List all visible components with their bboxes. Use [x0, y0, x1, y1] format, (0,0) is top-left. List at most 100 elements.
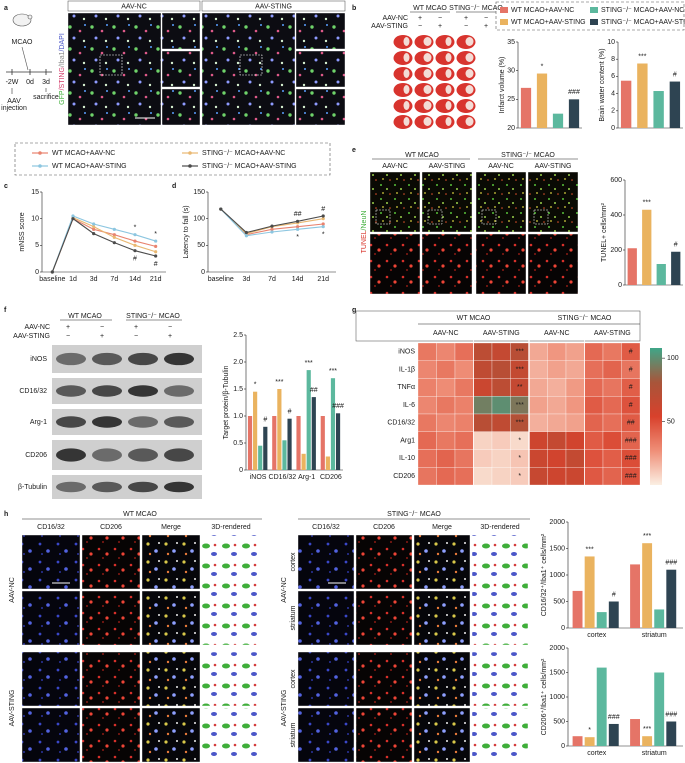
group-header: WT MCAO — [123, 511, 157, 518]
heat-cell — [473, 431, 493, 450]
bar — [572, 736, 583, 746]
heat-cell — [454, 431, 474, 450]
x-tick-label: 7d — [110, 276, 118, 283]
group-header: WT MCAO — [68, 313, 102, 320]
infarct-area — [445, 101, 452, 110]
heat-cell — [602, 378, 622, 397]
sign: + — [134, 324, 138, 331]
inset — [161, 88, 201, 126]
bar — [666, 569, 677, 628]
group-header: WT MCAO — [413, 5, 447, 12]
significance: * — [322, 232, 325, 239]
heat-cell — [602, 431, 622, 450]
text-part: TUNEL — [361, 230, 368, 253]
heat-cell — [436, 396, 456, 415]
bar — [596, 667, 607, 746]
timeline-label: 0d — [26, 79, 34, 86]
row-label: IL-1β — [399, 366, 415, 373]
panel-letter: g — [352, 307, 356, 314]
significance: *** — [305, 360, 313, 367]
infarct-area — [403, 53, 410, 62]
inset — [295, 88, 346, 126]
y-tick-label: 0 — [35, 269, 39, 276]
heat-cell — [491, 396, 511, 415]
brain-slice — [393, 115, 413, 129]
legend-label: WT MCAO+AAV-STING — [511, 19, 586, 26]
point — [270, 230, 274, 234]
significance: *** — [329, 368, 337, 375]
group-header-box — [201, 0, 346, 12]
text-part: /DAPI — [59, 33, 66, 51]
significance: # — [263, 417, 267, 424]
y-axis-label: Brain water content (%) — [599, 48, 606, 121]
point — [321, 225, 325, 229]
heat-cell — [547, 396, 567, 415]
y-tick-label: 35 — [507, 39, 515, 46]
column-header: AAV-NC — [382, 163, 408, 170]
region-label: cortex — [290, 552, 297, 572]
bar — [608, 601, 619, 628]
point — [219, 207, 223, 211]
heat-cell — [602, 413, 622, 432]
y-axis-label: Infarct volume (%) — [499, 57, 506, 114]
x-tick-label: striatum — [642, 632, 667, 639]
micrograph — [297, 590, 355, 646]
brain-slice — [435, 99, 455, 113]
x-tick-label: baseline — [39, 276, 65, 283]
row-group-label: AAV-STING — [9, 690, 16, 727]
significance: ### — [625, 437, 637, 444]
micrograph — [141, 590, 201, 646]
heat-cell — [436, 342, 456, 361]
bar — [247, 416, 253, 470]
heat-cell — [417, 360, 437, 379]
y-tick-label: 500 — [553, 718, 565, 725]
micrograph — [471, 707, 529, 763]
blot-band — [164, 481, 194, 493]
panel-letter: h — [4, 511, 8, 518]
infarct-area — [423, 117, 432, 126]
brain-slice — [393, 83, 413, 97]
header-box — [355, 310, 641, 342]
point — [133, 249, 137, 253]
bar — [258, 445, 263, 470]
heat-cell — [528, 378, 548, 397]
point — [154, 254, 158, 258]
group-header: STING⁻/⁻ MCAO — [501, 152, 555, 159]
heat-cell — [528, 449, 548, 468]
roi-box — [481, 209, 497, 225]
y-tick-label: 0 — [201, 269, 205, 276]
group-header-box — [67, 0, 201, 12]
heat-cell — [547, 342, 567, 361]
column-header: AAV-STING — [594, 330, 631, 337]
bar — [653, 91, 664, 128]
bar — [654, 672, 665, 746]
micrograph — [297, 707, 355, 763]
column-header: AAV-NC — [488, 163, 514, 170]
bar — [287, 418, 292, 470]
y-tick-label: 10 — [607, 39, 615, 46]
bar — [642, 543, 653, 628]
legend-box — [14, 142, 331, 176]
heat-cell — [602, 342, 622, 361]
bar — [520, 87, 532, 128]
heat-cell — [547, 467, 567, 486]
heat-cell — [528, 467, 548, 486]
x-tick-label: cortex — [587, 750, 607, 757]
text-part: /NeuN — [361, 211, 368, 231]
y-tick-label: 25 — [507, 96, 515, 103]
bar — [306, 370, 311, 470]
heat-cell — [584, 413, 604, 432]
heat-cell — [454, 467, 474, 486]
heat-cell — [528, 360, 548, 379]
infarct-area — [465, 53, 474, 62]
blot-band — [164, 385, 194, 397]
micrograph — [413, 707, 471, 763]
legend-swatch — [500, 19, 508, 25]
row-label: AAV-NC — [382, 15, 408, 22]
legend-marker — [38, 164, 42, 168]
infarct-area — [423, 37, 432, 46]
point — [296, 227, 300, 231]
sign: − — [100, 324, 104, 331]
y-tick-label: 20 — [507, 125, 515, 132]
roi-box — [239, 54, 263, 76]
